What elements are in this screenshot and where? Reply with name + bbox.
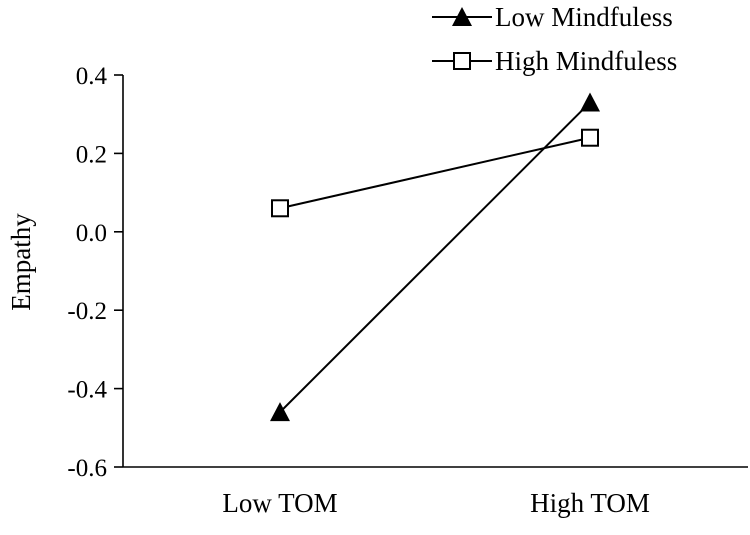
data-point-triangle bbox=[580, 92, 600, 112]
y-tick-label: 0.0 bbox=[76, 220, 107, 247]
data-point-triangle bbox=[270, 402, 290, 422]
y-tick-label: -0.6 bbox=[67, 455, 107, 482]
legend-item-low-mindfulness: Low Mindfuless bbox=[432, 2, 673, 32]
y-ticks: -0.6 -0.4 -0.2 0.0 0.2 0.4 bbox=[67, 63, 123, 482]
legend-item-high-mindfulness: High Mindfuless bbox=[432, 46, 677, 76]
x-axis: Low TOM High TOM bbox=[123, 466, 748, 518]
series-line-high-mindfulness bbox=[279, 136, 591, 210]
legend-triangle-icon bbox=[452, 7, 472, 26]
series-line-low-mindfulness bbox=[279, 101, 591, 413]
legend-label: High Mindfuless bbox=[495, 46, 677, 76]
legend-square-icon bbox=[453, 52, 471, 70]
data-point-square bbox=[271, 199, 289, 218]
y-tick-label: 0.4 bbox=[76, 63, 108, 90]
y-tick-label: -0.2 bbox=[67, 298, 107, 325]
x-category-label: Low TOM bbox=[222, 488, 337, 518]
series-high-mindfulness bbox=[271, 128, 599, 218]
y-tick-label: -0.4 bbox=[67, 377, 107, 404]
y-axis-title: Empathy bbox=[6, 213, 36, 311]
data-point-square bbox=[581, 128, 599, 147]
y-tick-label: 0.2 bbox=[76, 141, 107, 168]
y-axis: -0.6 -0.4 -0.2 0.0 0.2 0.4 bbox=[67, 63, 124, 482]
series-low-mindfulness bbox=[270, 92, 600, 422]
legend-label: Low Mindfuless bbox=[495, 2, 673, 32]
legend: Low Mindfuless High Mindfuless bbox=[432, 2, 677, 76]
x-category-label: High TOM bbox=[530, 488, 650, 518]
